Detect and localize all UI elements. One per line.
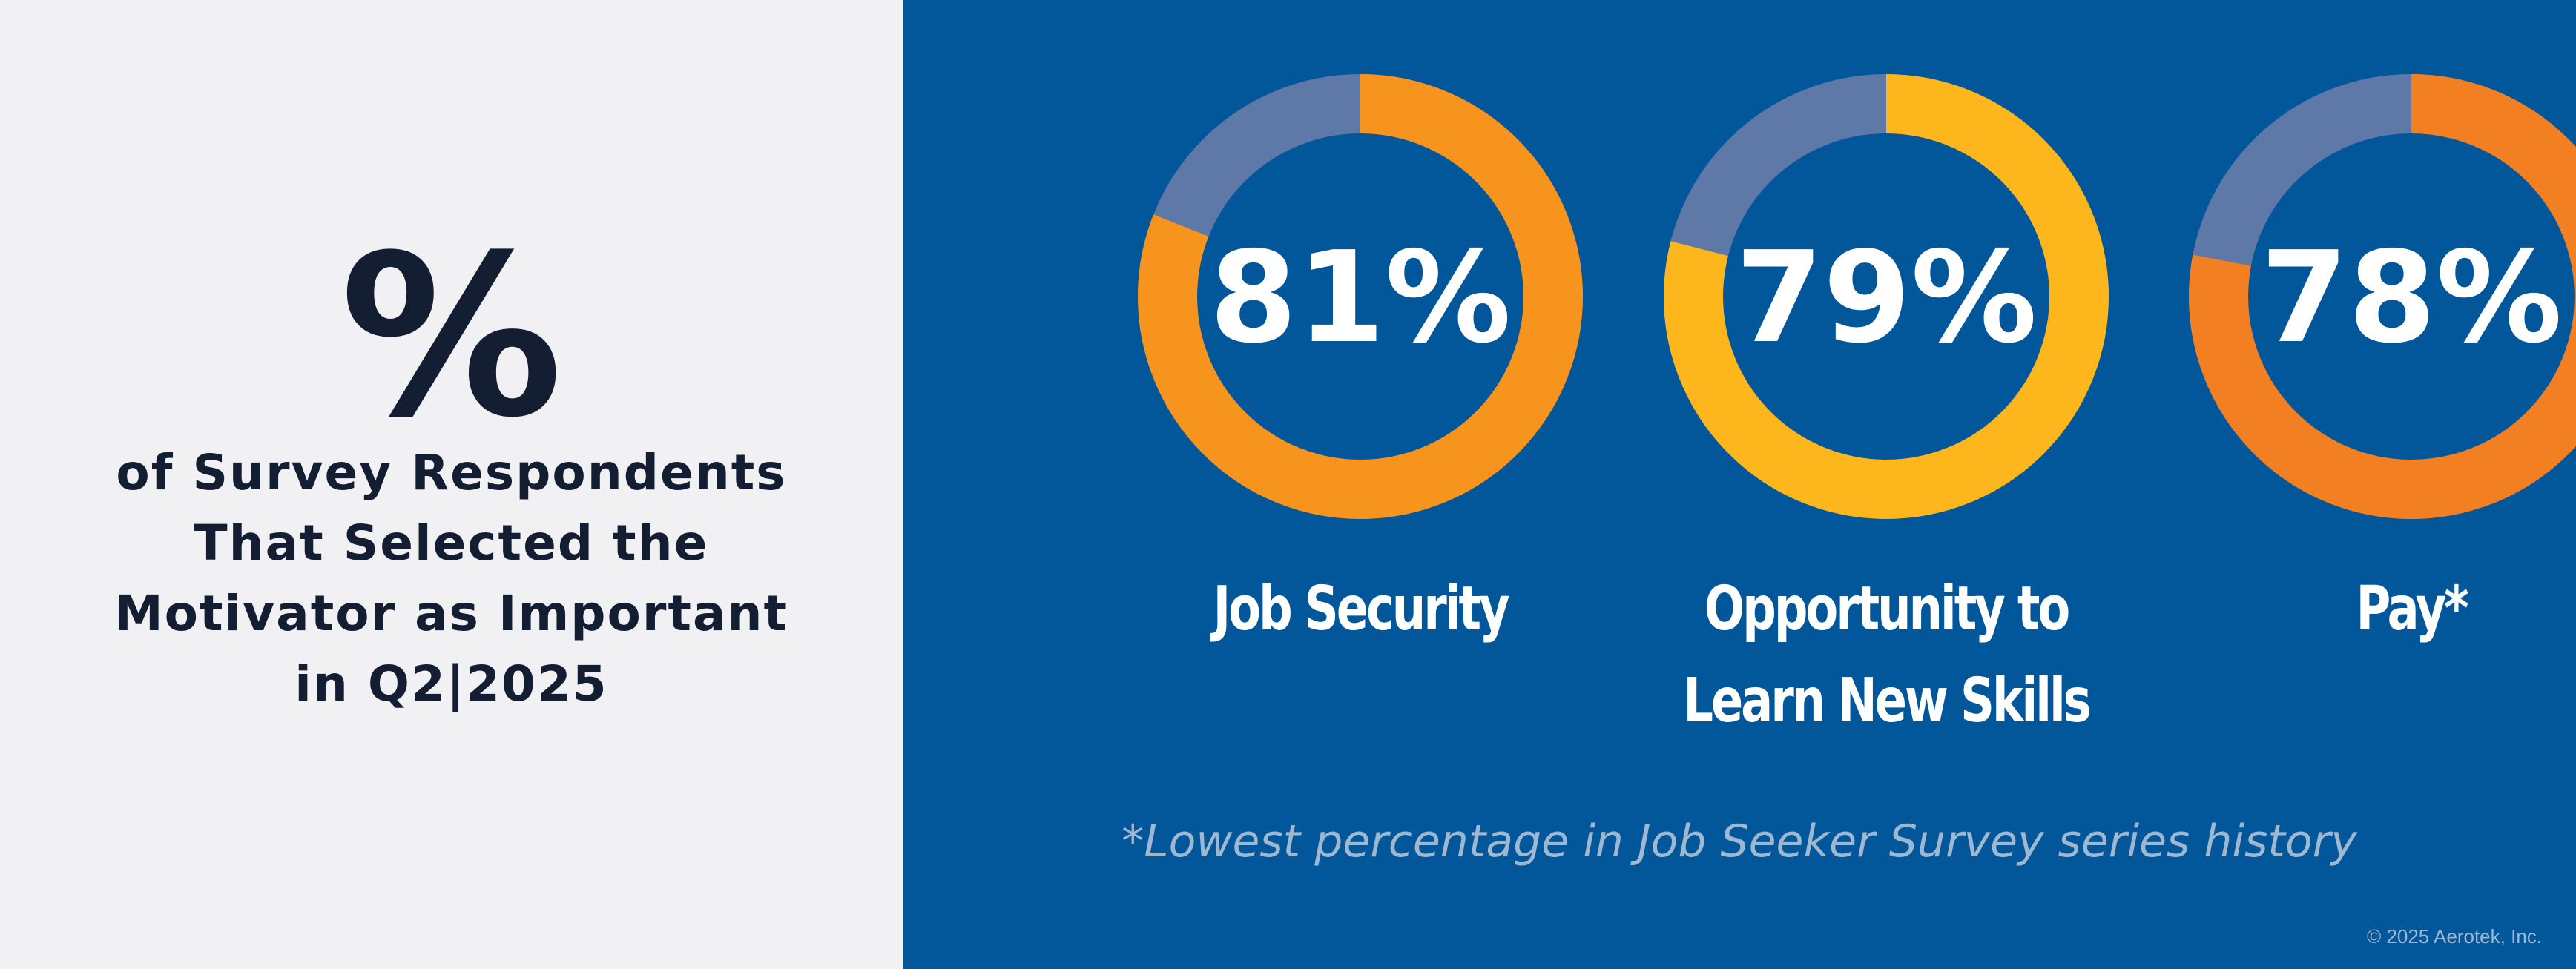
right-panel: 81% 79% 78% Job Security Opportunity to Le… (903, 0, 2576, 969)
donut-label-line: Learn New Skills (1683, 666, 2092, 736)
donut-value-label: 78% (2261, 225, 2563, 371)
description-line-4: in Q2|2025 (294, 655, 608, 712)
footnote: *Lowest percentage in Job Seeker Survey … (1121, 816, 2357, 867)
donut-label-opportunity: Opportunity to Learn New Skills (1655, 563, 2118, 747)
donut-label-line: Pay* (2356, 574, 2468, 644)
donut-job-security: 81% (1138, 74, 1583, 519)
donut-pay: 78% (2189, 74, 2576, 519)
copyright: © 2025 Aerotek, Inc. (2367, 925, 2542, 947)
left-panel: % of Survey Respondents That Selected th… (0, 0, 903, 969)
donut-opportunity: 79% (1664, 74, 2109, 519)
donut-value-arc (1138, 74, 1583, 519)
donut-charts: 81% 79% 78% (1138, 74, 2576, 519)
donut-value-arc (1664, 74, 2109, 519)
donut-label-pay: Pay* (2180, 563, 2576, 655)
description-line-2: That Selected the (194, 515, 709, 572)
donut-value-label: 79% (1736, 225, 2038, 371)
donut-label-line: Job Security (1213, 574, 1510, 644)
description-line-1: of Survey Respondents (116, 444, 787, 501)
chart-description: of Survey Respondents That Selected the … (45, 437, 858, 719)
donut-value-label: 81% (1210, 225, 1512, 371)
donut-label-line: Opportunity to (1704, 574, 2070, 644)
donut-value-arc (2189, 74, 2576, 519)
percent-symbol: % (340, 208, 563, 466)
donut-label-job-security: Job Security (1129, 563, 1592, 655)
description-line-3: Motivator as Important (113, 585, 789, 642)
